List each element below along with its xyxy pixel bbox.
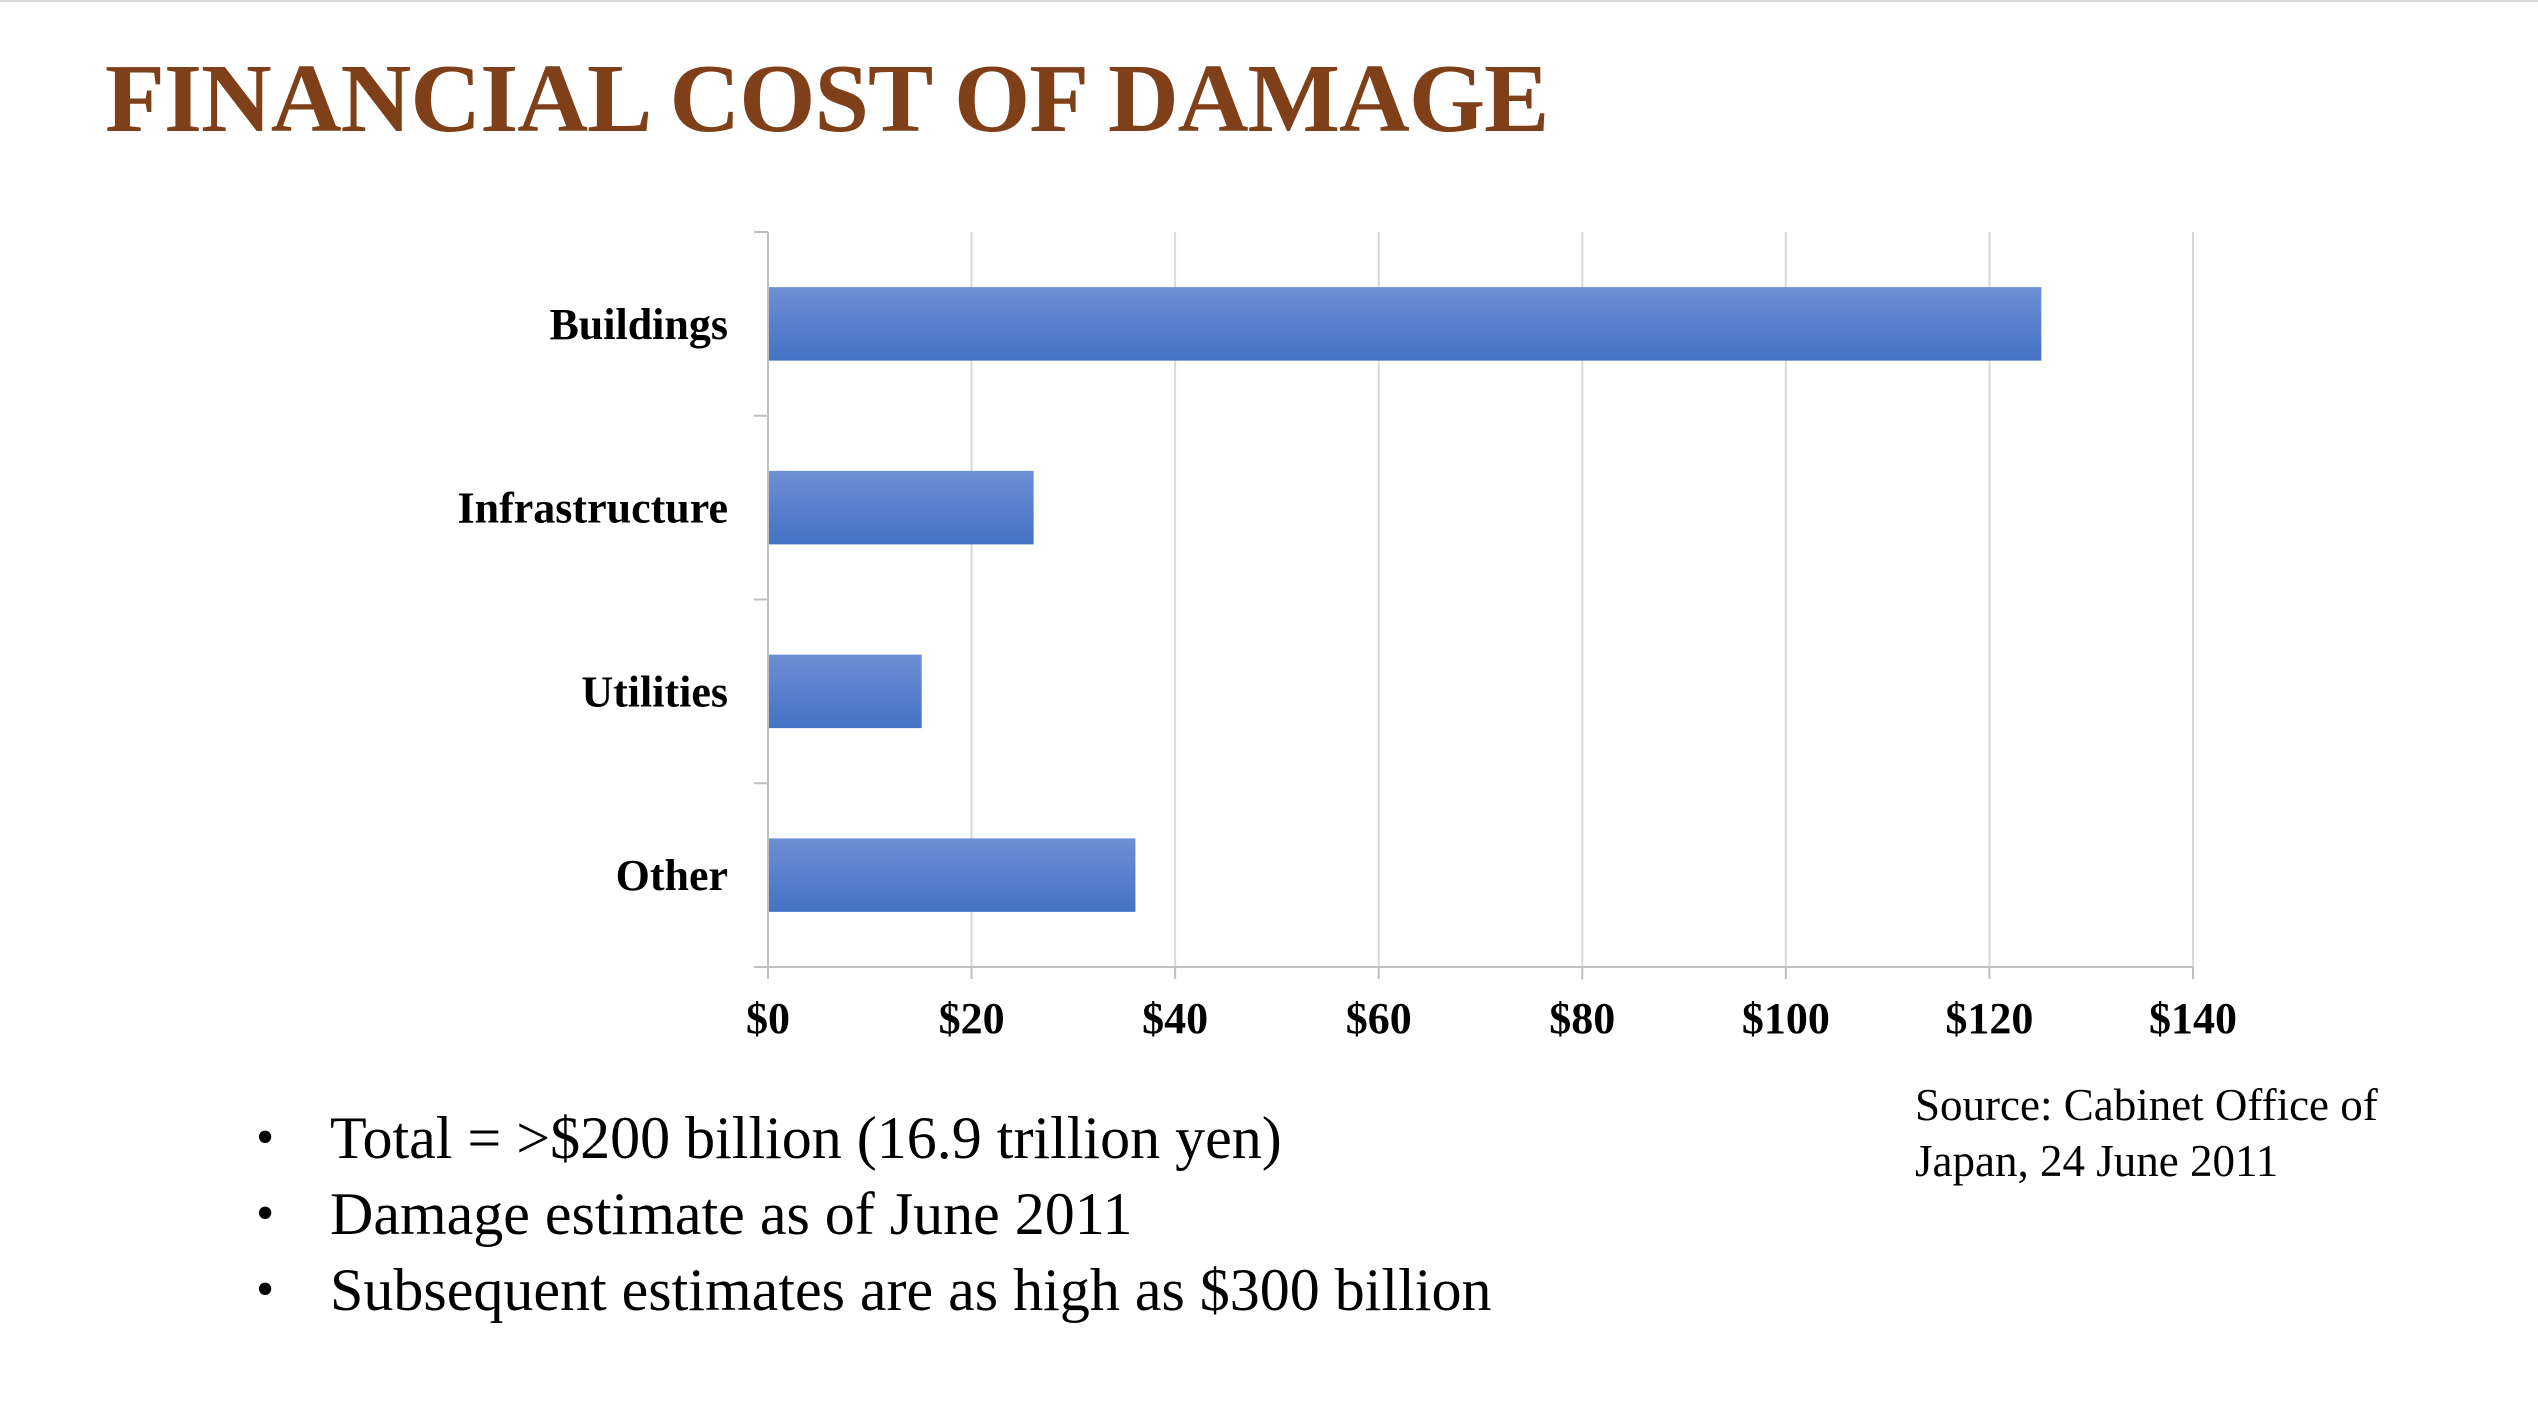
bullet-list: • Total = >$200 billion (16.9 trillion ye… (250, 1100, 1491, 1328)
bar-buildings (769, 287, 2042, 361)
bar-other (769, 838, 1136, 912)
bullet-dot: • (256, 1185, 275, 1242)
x-tick-label: $120 (1945, 994, 2033, 1043)
x-tick-label: $20 (939, 994, 1005, 1043)
x-tick-label: $100 (1742, 994, 1830, 1043)
x-tick-label: $40 (1142, 994, 1208, 1043)
category-label: Other (616, 851, 728, 900)
bar-infrastructure (769, 470, 1034, 545)
source-note: Source: Cabinet Office of Japan, 24 June… (1915, 1077, 2475, 1189)
bars (769, 287, 2042, 912)
bullet-text: Total = >$200 billion (16.9 trillion yen… (330, 1105, 1282, 1171)
bullet-item: • Subsequent estimates are as high as $30… (250, 1252, 1491, 1328)
axes (754, 231, 2194, 979)
x-tick-label: $140 (2149, 994, 2237, 1043)
slide-title: FINANCIAL COST OF DAMAGE (105, 45, 1549, 153)
bullet-dot: • (256, 1261, 275, 1318)
bullet-dot: • (256, 1109, 275, 1166)
bar-utilities (769, 654, 922, 729)
bullet-text: Subsequent estimates are as high as $300… (330, 1257, 1492, 1323)
bullet-item: • Total = >$200 billion (16.9 trillion ye… (250, 1100, 1491, 1176)
source-line: Japan, 24 June 2011 (1915, 1136, 2279, 1186)
x-tick-label: $60 (1346, 994, 1412, 1043)
bar-chart: $0 $20 $40 $60 $80 $100 $120 $140 Buildings Infra… (458, 231, 2237, 1043)
category-label: Buildings (549, 300, 728, 349)
category-label: Utilities (581, 667, 728, 716)
bullet-text: Damage estimate as of June 2011 (330, 1181, 1133, 1247)
x-tick-label: $0 (746, 994, 790, 1043)
category-label: Infrastructure (458, 484, 728, 533)
x-tick-label: $80 (1549, 994, 1615, 1043)
source-line: Source: Cabinet Office of (1915, 1080, 2378, 1130)
axis-labels: $0 $20 $40 $60 $80 $100 $120 $140 Buildings Infra… (458, 300, 2237, 1043)
bullet-item: • Damage estimate as of June 2011 (250, 1176, 1491, 1252)
